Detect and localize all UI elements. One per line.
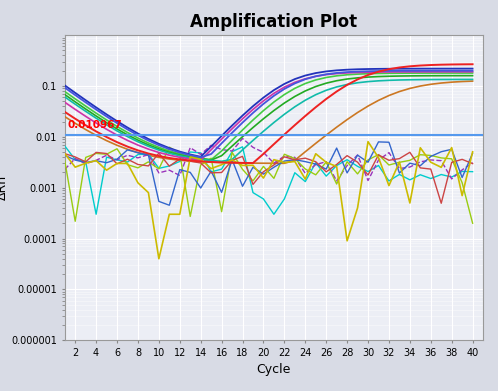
Title: Amplification Plot: Amplification Plot [190,13,358,31]
Text: 0.010967: 0.010967 [68,120,123,130]
Y-axis label: ΔRn: ΔRn [0,175,8,200]
X-axis label: Cycle: Cycle [256,363,291,377]
